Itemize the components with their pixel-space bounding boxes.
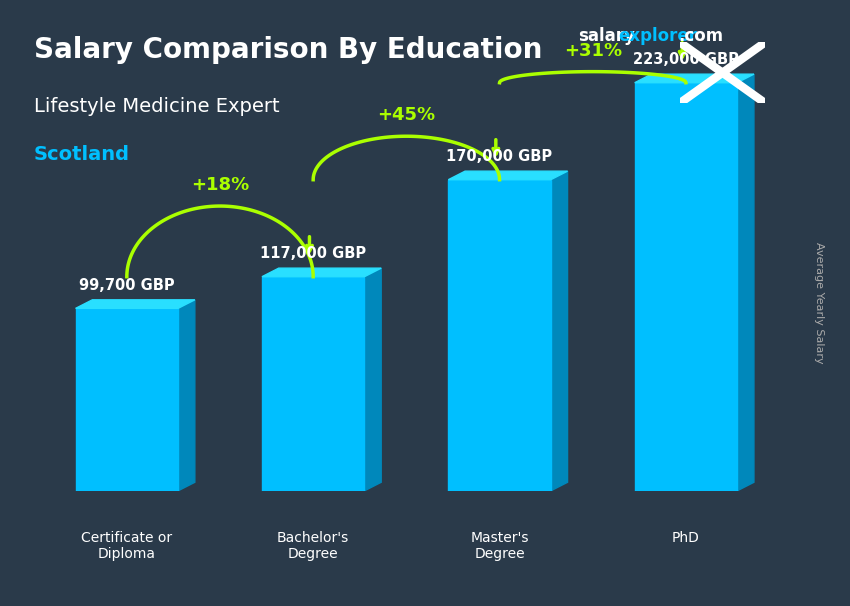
Text: Bachelor's
Degree: Bachelor's Degree [277,531,349,562]
Bar [635,82,737,491]
Bar [448,180,551,491]
Polygon shape [178,300,195,491]
Text: 99,700 GBP: 99,700 GBP [79,278,174,293]
Text: +45%: +45% [377,106,435,124]
Polygon shape [76,300,195,308]
Text: 170,000 GBP: 170,000 GBP [446,149,552,164]
Text: Master's
Degree: Master's Degree [470,531,529,562]
Text: 117,000 GBP: 117,000 GBP [260,246,366,261]
Text: Average Yearly Salary: Average Yearly Salary [814,242,824,364]
Text: explorer: explorer [618,27,697,45]
Polygon shape [448,171,568,180]
Text: PhD: PhD [672,531,700,545]
Text: Salary Comparison By Education: Salary Comparison By Education [34,36,542,64]
Text: +18%: +18% [191,176,249,194]
Polygon shape [737,74,754,491]
Text: .com: .com [678,27,723,45]
Polygon shape [635,74,754,82]
Text: +31%: +31% [564,42,622,60]
Text: Scotland: Scotland [34,145,130,164]
Polygon shape [262,268,381,277]
Polygon shape [551,171,568,491]
Text: 223,000 GBP: 223,000 GBP [633,52,739,67]
Polygon shape [365,268,381,491]
Text: Certificate or
Diploma: Certificate or Diploma [82,531,173,562]
Bar [262,277,365,491]
Text: Lifestyle Medicine Expert: Lifestyle Medicine Expert [34,97,280,116]
Bar [76,308,178,491]
Text: salary: salary [578,27,635,45]
